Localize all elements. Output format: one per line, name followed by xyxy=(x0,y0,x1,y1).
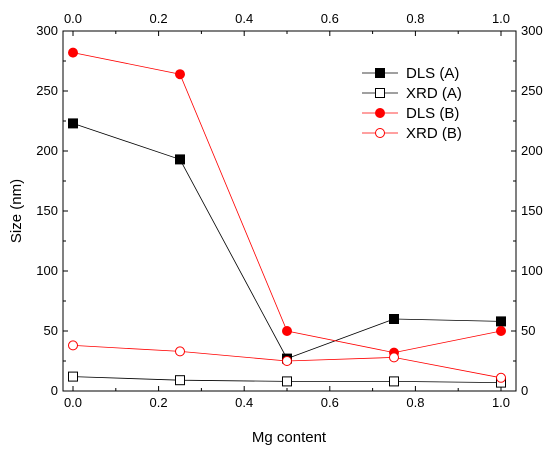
data-point xyxy=(68,340,78,351)
x-tick-label-bottom: 0.2 xyxy=(150,395,168,410)
x-tick-label-bottom: 0.4 xyxy=(235,395,253,410)
series-line-0 xyxy=(72,123,502,360)
y-tick-label-left: 50 xyxy=(44,323,58,338)
y-tick-label-left: 300 xyxy=(36,23,58,38)
x-axis-title: Mg content xyxy=(252,429,327,446)
data-point xyxy=(389,352,399,363)
data-point xyxy=(175,69,185,80)
y-tick-label-left: 150 xyxy=(36,203,58,218)
data-point xyxy=(389,314,399,324)
data-point xyxy=(282,356,292,366)
data-point xyxy=(68,371,78,382)
data-point xyxy=(496,316,506,327)
y-tick-label-left: 250 xyxy=(36,83,58,98)
x-tick-label-top: 1.0 xyxy=(492,11,510,26)
legend-marker xyxy=(375,88,385,98)
data-point xyxy=(175,346,185,357)
legend-marker xyxy=(375,68,385,78)
x-tick-label-top: 0.6 xyxy=(321,11,339,26)
legend: DLS (A) XRD (A) DLS (B) XRD (B) xyxy=(362,65,462,142)
x-tick-label-bottom: 0.0 xyxy=(64,395,82,410)
data-point xyxy=(175,375,185,386)
y-tick-label-right: 300 xyxy=(521,23,543,38)
data-point xyxy=(68,47,78,58)
x-tick-label-bottom: 0.8 xyxy=(406,395,424,410)
axis-ticks xyxy=(63,30,516,392)
axis-tick-labels: 0.0 0.0 0.2 0.2 0.4 0.4 0.6 0.6 0.8 0.8 1.0 1.0 0 0 50… xyxy=(36,11,542,410)
data-point xyxy=(68,118,78,129)
legend-marker xyxy=(375,128,385,138)
y-tick-label-right: 200 xyxy=(521,143,543,158)
legend-label: DLS (A) xyxy=(406,65,459,82)
y-tick-label-right: 250 xyxy=(521,83,543,98)
legend-marker xyxy=(375,108,385,118)
x-tick-label-bottom: 0.6 xyxy=(321,395,339,410)
x-tick-label-top: 0.8 xyxy=(406,11,424,26)
data-point xyxy=(175,154,185,165)
y-tick-label-right: 100 xyxy=(521,263,543,278)
y-tick-label-right: 0 xyxy=(521,383,528,398)
y-tick-label-left: 100 xyxy=(36,263,58,278)
legend-label: DLS (B) xyxy=(406,105,459,122)
data-point xyxy=(496,326,506,336)
y-tick-label-right: 150 xyxy=(521,203,543,218)
data-point xyxy=(282,326,292,336)
data-point xyxy=(496,372,506,383)
y-tick-label-left: 200 xyxy=(36,143,58,158)
x-tick-label-top: 0.0 xyxy=(64,11,82,26)
data-point xyxy=(282,376,292,387)
legend-label: XRD (A) xyxy=(406,85,462,102)
legend-label: XRD (B) xyxy=(406,125,462,142)
series-markers xyxy=(68,47,506,388)
y-tick-label-right: 50 xyxy=(521,323,535,338)
x-tick-label-top: 0.4 xyxy=(235,11,253,26)
x-tick-label-bottom: 1.0 xyxy=(492,395,510,410)
y-axis-title: Size (nm) xyxy=(8,179,25,243)
x-tick-label-top: 0.2 xyxy=(150,11,168,26)
data-point xyxy=(389,376,399,387)
y-tick-label-left: 0 xyxy=(51,383,58,398)
